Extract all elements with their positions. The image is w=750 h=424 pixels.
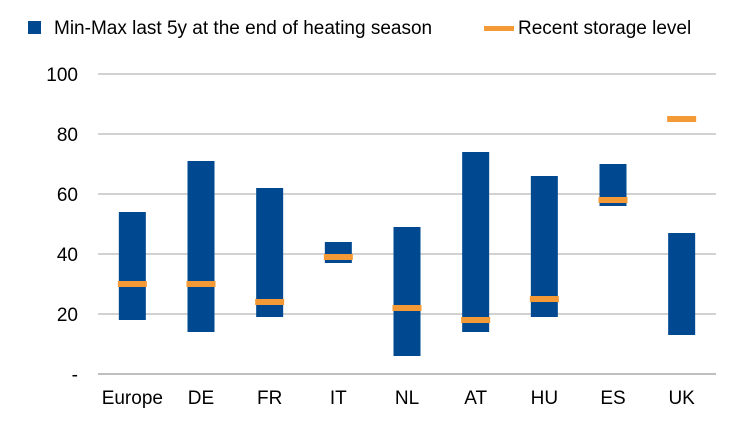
x-axis-ticks: Europe DE FR IT NL AT HU ES UK [102, 388, 695, 409]
x-tick-label: HU [531, 388, 558, 409]
legend-label-marker: Recent storage level [518, 18, 691, 39]
storage-level-markers [117, 116, 697, 323]
legend: Min-Max last 5y at the end of heating se… [28, 18, 691, 39]
x-tick-label: UK [668, 388, 695, 409]
storage-marker-it [323, 254, 353, 260]
x-tick-label: ES [600, 388, 625, 409]
x-tick-label: AT [464, 388, 487, 409]
x-tick-label: IT [330, 388, 347, 409]
legend-swatch-marker [484, 26, 514, 31]
range-bar-hu [530, 176, 558, 317]
legend-swatch-range [28, 21, 41, 34]
storage-marker-at [461, 317, 491, 323]
storage-marker-nl [392, 305, 422, 311]
range-bar-europe [118, 212, 146, 320]
range-bar-nl [393, 227, 421, 356]
storage-marker-fr [255, 299, 285, 305]
range-bar-at [462, 152, 490, 332]
storage-marker-uk [667, 116, 697, 122]
x-tick-label: Europe [102, 388, 163, 409]
storage-marker-es [598, 197, 628, 203]
storage-marker-europe [117, 281, 147, 287]
range-bar-uk [668, 233, 696, 335]
y-tick-label: 40 [57, 245, 78, 266]
y-tick-label: 60 [57, 185, 78, 206]
y-tick-label: 80 [57, 125, 78, 146]
y-tick-label: 20 [57, 305, 78, 326]
y-axis-ticks: - 20 40 60 80 100 [46, 65, 78, 386]
y-tick-label: - [72, 365, 78, 386]
x-tick-label: FR [257, 388, 282, 409]
range-bars [118, 152, 696, 356]
x-tick-label: NL [395, 388, 419, 409]
y-tick-label: 100 [46, 65, 78, 86]
storage-marker-de [186, 281, 216, 287]
range-bar-de [187, 161, 215, 332]
x-tick-label: DE [188, 388, 214, 409]
range-bar-fr [256, 188, 284, 317]
legend-label-range: Min-Max last 5y at the end of heating se… [54, 18, 432, 39]
storage-marker-hu [529, 296, 559, 302]
